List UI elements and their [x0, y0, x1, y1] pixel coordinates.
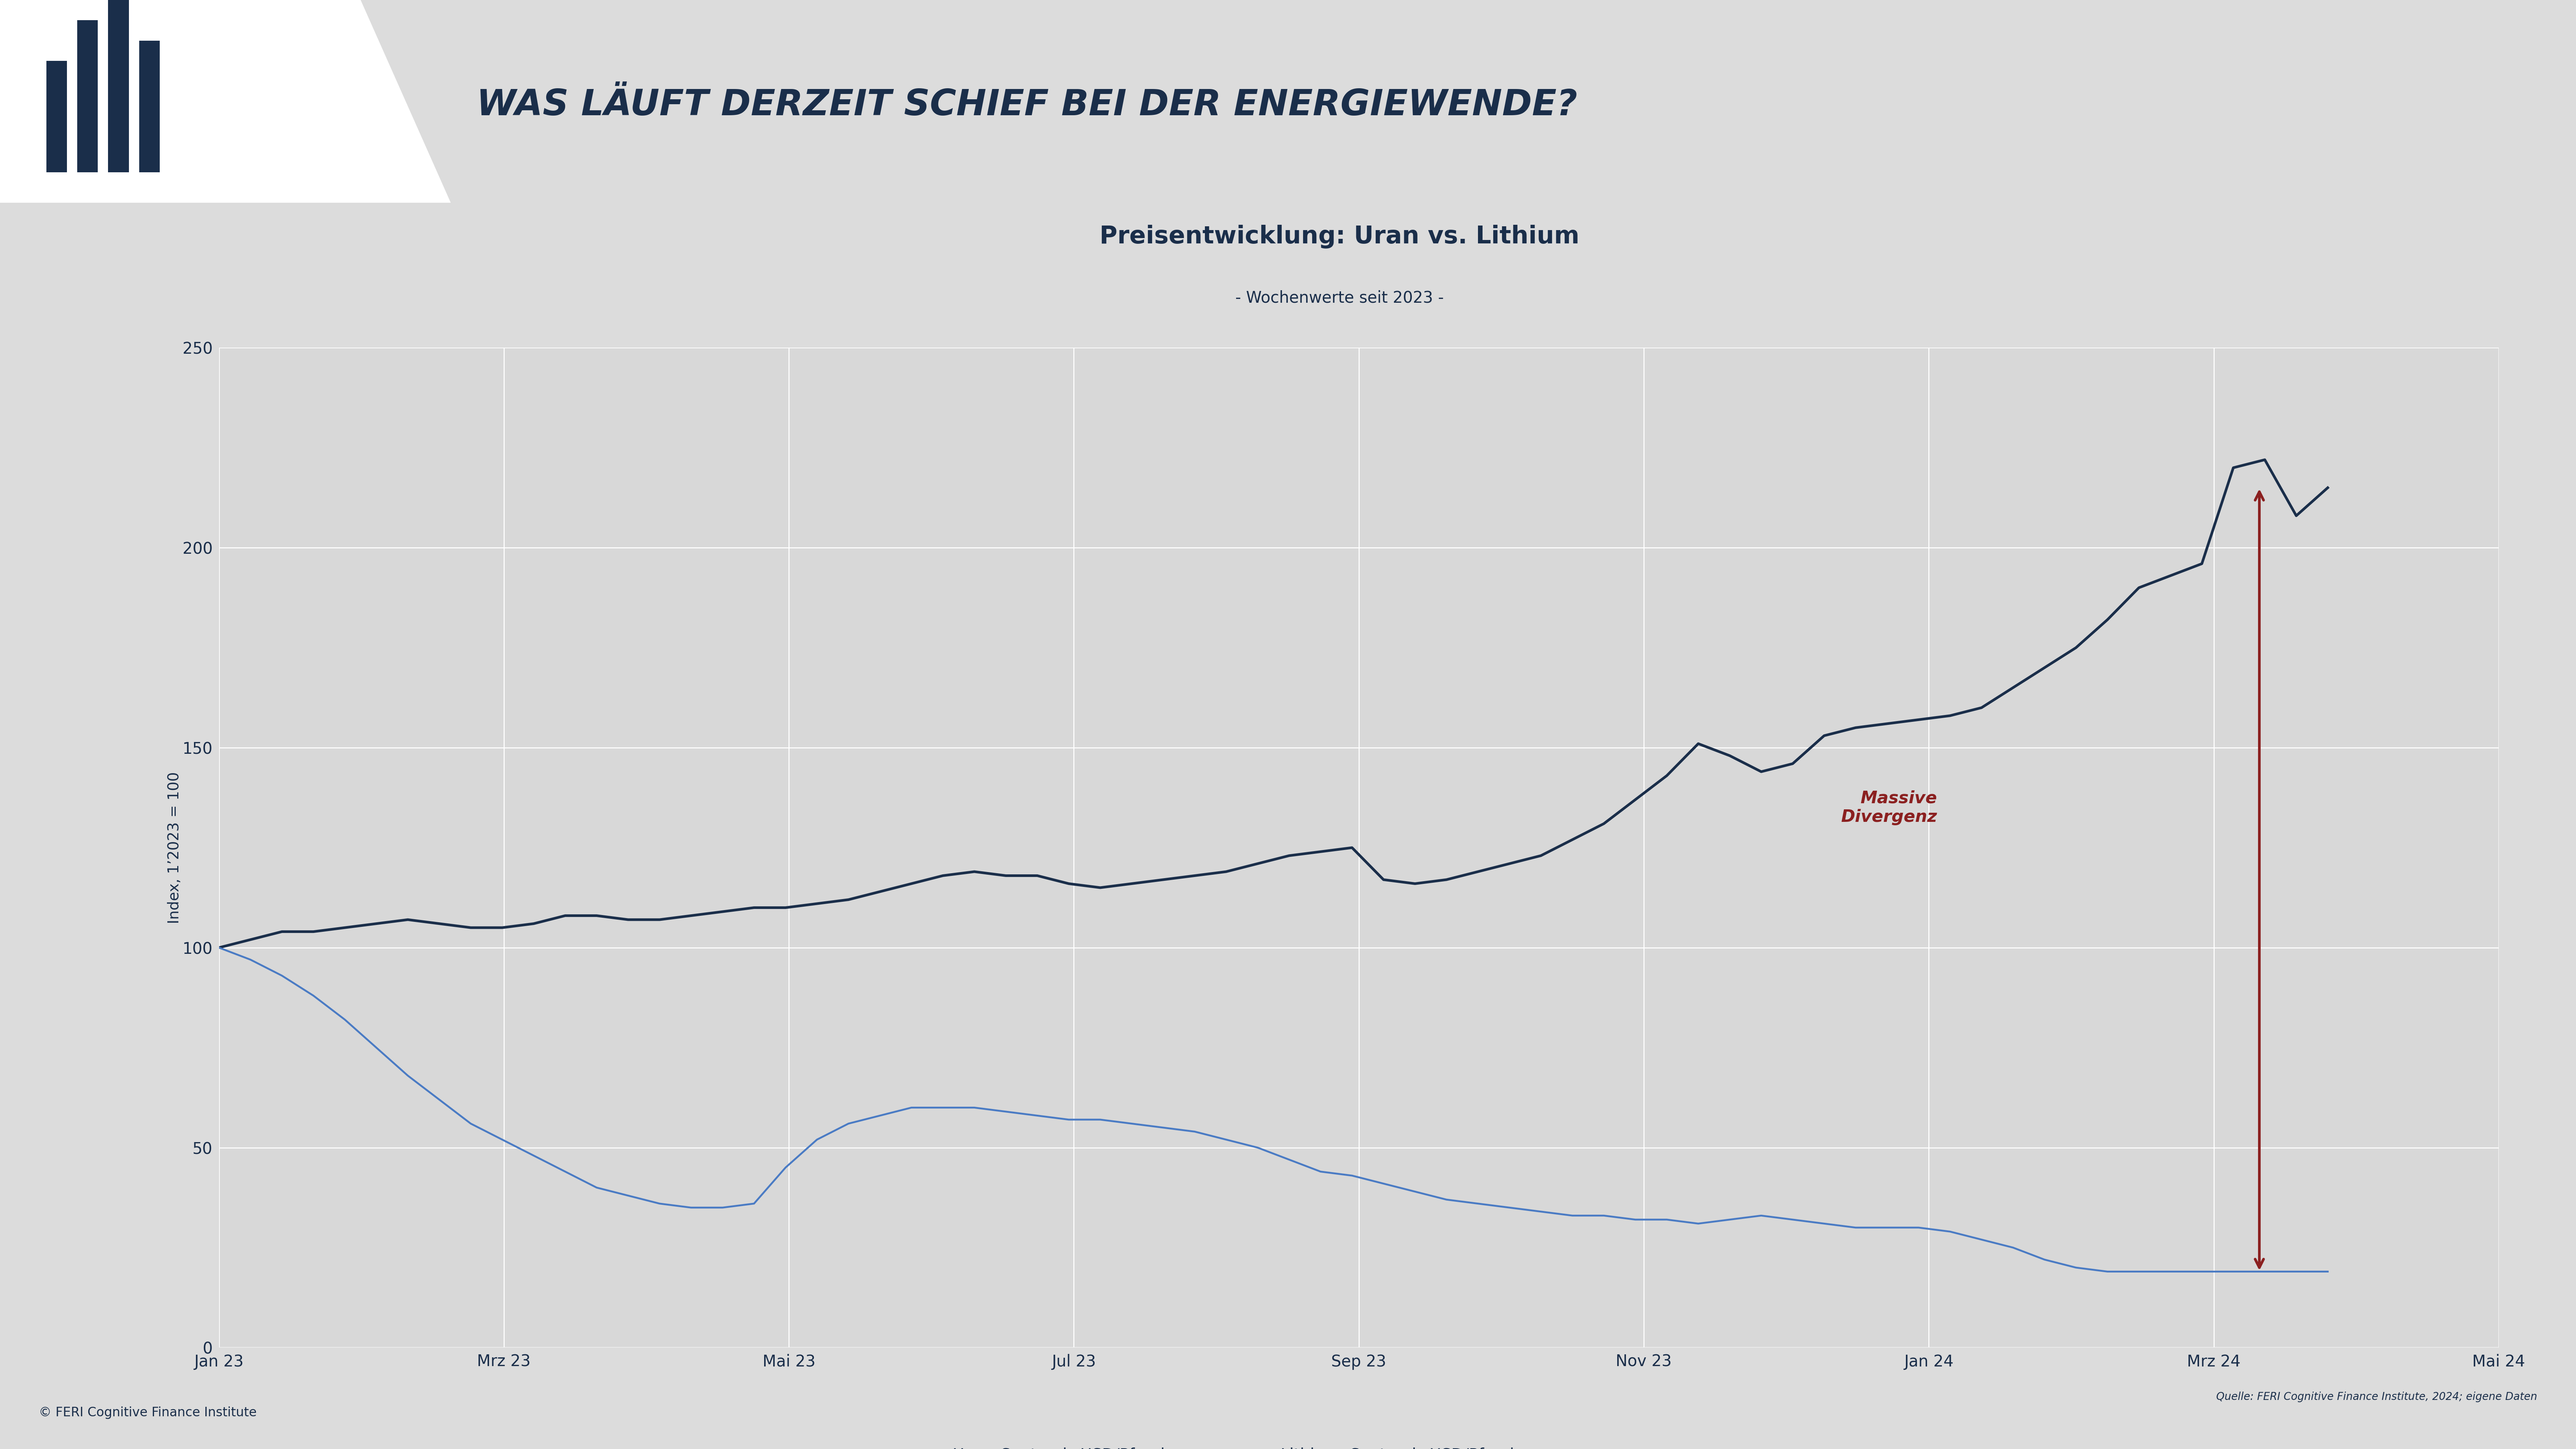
Text: - Wochenwerte seit 2023 -: - Wochenwerte seit 2023 -	[1236, 290, 1443, 306]
Polygon shape	[0, 0, 451, 203]
Text: Preisentwicklung: Uran vs. Lithium: Preisentwicklung: Uran vs. Lithium	[1100, 225, 1579, 248]
Text: © FERI Cognitive Finance Institute: © FERI Cognitive Finance Institute	[39, 1407, 258, 1419]
Bar	[139, 41, 160, 172]
Legend: Uran, Spotpreis USD/Pfund, Lithium, Spotpreis USD/Pfund: Uran, Spotpreis USD/Pfund, Lithium, Spot…	[878, 1440, 1520, 1449]
Bar	[108, 0, 129, 172]
Text: Quelle: FERI Cognitive Finance Institute, 2024; eigene Daten: Quelle: FERI Cognitive Finance Institute…	[2215, 1391, 2537, 1403]
Y-axis label: Index, 1’2023 = 100: Index, 1’2023 = 100	[167, 772, 183, 923]
Bar	[77, 20, 98, 172]
Bar	[46, 61, 67, 172]
Text: WAS LÄUFT DERZEIT SCHIEF BEI DER ENERGIEWENDE?: WAS LÄUFT DERZEIT SCHIEF BEI DER ENERGIE…	[477, 88, 1577, 123]
Text: Massive
Divergenz: Massive Divergenz	[1842, 790, 1937, 826]
